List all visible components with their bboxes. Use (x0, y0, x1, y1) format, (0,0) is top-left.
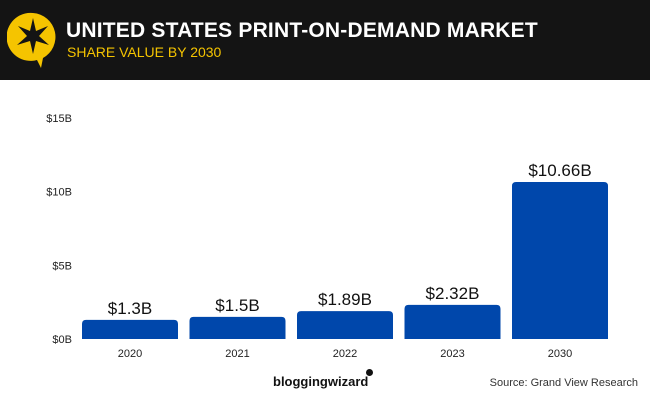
data-label: $10.66B (528, 161, 591, 180)
bar (404, 304, 501, 339)
y-tick-label: $5B (52, 260, 72, 272)
bar (512, 181, 608, 339)
header: UNITED STATES PRINT-ON-DEMAND MARKET SHA… (0, 0, 650, 80)
bar (82, 319, 178, 339)
data-label: $1.3B (108, 299, 152, 318)
y-tick-label: $15B (46, 113, 72, 125)
bar (297, 311, 393, 339)
source-note: Source: Grand View Research (489, 377, 638, 389)
chart-title: UNITED STATES PRINT-ON-DEMAND MARKET (66, 19, 538, 42)
x-tick-label: 2030 (548, 348, 572, 360)
bar-chart: $0B $5B $10B $15B $1.3B 2020 $1.5B 2021 $1.89B 20… (46, 113, 608, 360)
x-tick-label: 2023 (440, 348, 464, 360)
brand-logo-dot (366, 369, 373, 376)
brand-logo: bloggingwizard (273, 374, 369, 389)
y-tick-label: $10B (46, 187, 72, 199)
x-tick-label: 2020 (118, 348, 142, 360)
star-speech-bubble-icon (7, 12, 56, 68)
x-tick-label: 2021 (225, 348, 249, 360)
data-label: $2.32B (426, 284, 480, 303)
data-label: $1.89B (318, 290, 372, 309)
data-label: $1.5B (215, 296, 259, 315)
y-tick-label: $0B (52, 334, 72, 346)
x-tick-label: 2022 (333, 348, 357, 360)
bar (189, 316, 286, 339)
chart-subtitle: SHARE VALUE BY 2030 (67, 44, 222, 60)
